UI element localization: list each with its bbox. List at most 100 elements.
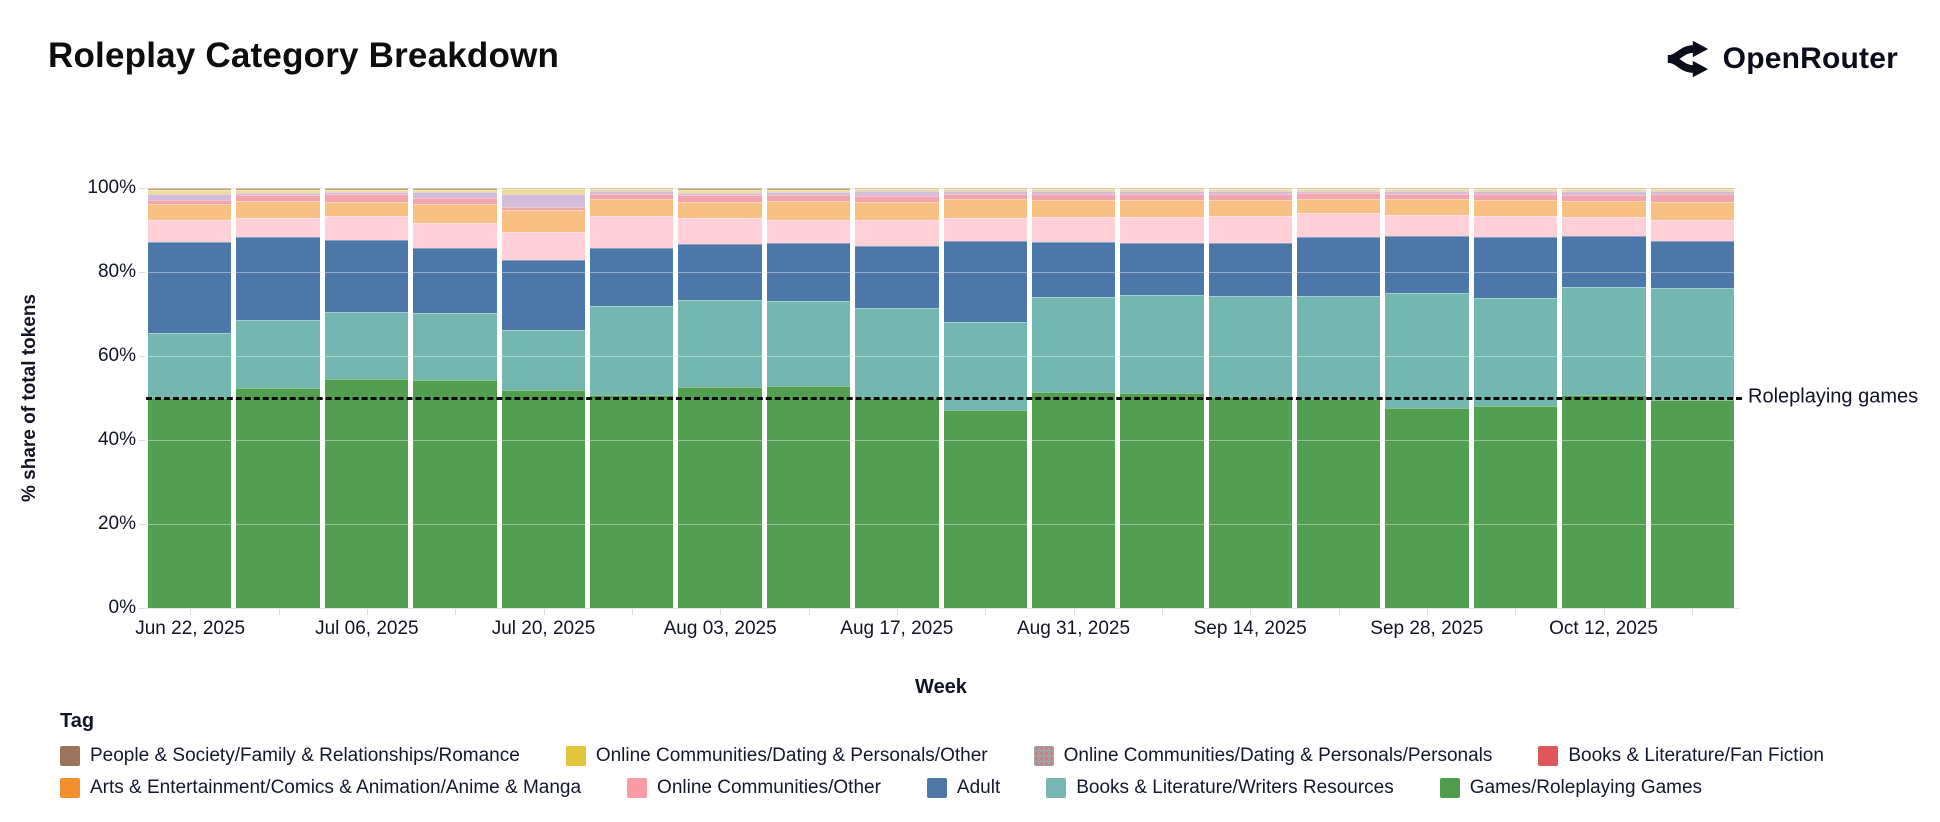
bar-segment-writers[interactable] [943,321,1027,411]
stacked-bar-week-6[interactable] [589,188,674,608]
bar-segment-romance[interactable] [1208,188,1293,190]
legend-item-adult[interactable]: Adult [926,777,1000,799]
bar-segment-writers[interactable] [501,329,585,391]
bar-segment-personals[interactable] [1031,191,1116,194]
bar-segment-anime[interactable] [589,199,674,217]
bar-segment-adult[interactable] [1031,241,1116,297]
bar-segment-adult[interactable] [766,242,851,301]
bar-segment-dating_other[interactable] [943,189,1027,191]
bar-segment-romance[interactable] [1650,188,1735,190]
bar-segment-dating_other[interactable] [501,189,585,194]
bar-segment-writers[interactable] [678,300,762,388]
bar-segment-writers[interactable] [148,333,232,398]
bar-segment-oc_other[interactable] [1208,216,1293,244]
legend-item-dating_other[interactable]: Online Communities/Dating & Personals/Ot… [565,745,988,767]
legend-item-fanfic[interactable]: Books & Literature/Fan Fiction [1538,745,1824,767]
bar-segment-romance[interactable] [1385,188,1469,190]
bar-segment-fanfic[interactable] [1297,193,1381,199]
bar-segment-games[interactable] [1208,397,1293,608]
stacked-bar-week-3[interactable] [324,188,409,608]
bar-segment-fanfic[interactable] [678,195,762,203]
bar-segment-anime[interactable] [943,199,1027,218]
legend-item-writers[interactable]: Books & Literature/Writers Resources [1046,777,1394,799]
legend-item-romance[interactable]: People & Society/Family & Relationships/… [60,745,520,767]
bar-segment-writers[interactable] [1473,297,1558,406]
bar-segment-romance[interactable] [855,188,939,190]
bar-segment-games[interactable] [1297,399,1381,608]
bar-segment-oc_other[interactable] [1385,214,1469,236]
bar-segment-personals[interactable] [943,191,1027,194]
bar-segment-romance[interactable] [148,188,232,191]
stacked-bar-week-10[interactable] [943,188,1027,608]
bar-segment-dating_other[interactable] [1120,189,1204,192]
bar-segment-fanfic[interactable] [943,193,1027,200]
bar-segment-oc_other[interactable] [148,219,232,242]
bar-segment-dating_other[interactable] [1385,189,1469,191]
bar-segment-adult[interactable] [1297,237,1381,296]
bar-segment-anime[interactable] [413,204,497,224]
bar-segment-oc_other[interactable] [1562,217,1646,236]
bar-segment-anime[interactable] [148,204,232,220]
bar-segment-fanfic[interactable] [1473,193,1558,200]
bar-segment-anime[interactable] [501,210,585,233]
bar-segment-writers[interactable] [855,307,939,398]
stacked-bar-week-7[interactable] [678,188,762,608]
bar-segment-romance[interactable] [1120,188,1204,190]
bar-segment-romance[interactable] [1297,188,1381,190]
bar-segment-anime[interactable] [1473,199,1558,217]
bar-segment-writers[interactable] [1208,295,1293,398]
bar-segment-anime[interactable] [236,201,320,218]
bar-segment-fanfic[interactable] [1385,193,1469,199]
bar-segment-dating_other[interactable] [324,189,409,193]
stacked-bar-week-17[interactable] [1562,188,1646,608]
bar-segment-adult[interactable] [1208,243,1293,296]
bar-segment-personals[interactable] [501,193,585,207]
bar-segment-games[interactable] [1120,393,1204,608]
stacked-bar-week-1[interactable] [148,188,232,608]
bar-segment-games[interactable] [1031,391,1116,608]
bar-segment-personals[interactable] [589,190,674,194]
bar-segment-adult[interactable] [148,241,232,334]
bar-segment-anime[interactable] [678,202,762,219]
bar-segment-oc_other[interactable] [324,216,409,241]
bar-segment-anime[interactable] [1562,200,1646,217]
stacked-bar-week-15[interactable] [1385,188,1469,608]
bar-segment-fanfic[interactable] [1120,193,1204,201]
bar-segment-personals[interactable] [148,193,232,201]
bar-segment-adult[interactable] [501,259,585,330]
bar-segment-dating_other[interactable] [148,190,232,194]
bar-segment-dating_other[interactable] [678,189,762,193]
bar-segment-anime[interactable] [855,202,939,220]
bar-segment-dating_other[interactable] [766,189,851,193]
bar-segment-dating_other[interactable] [413,189,497,193]
stacked-bar-week-18[interactable] [1650,188,1735,608]
bar-segment-personals[interactable] [1562,190,1646,195]
bar-segment-personals[interactable] [1297,190,1381,194]
stacked-bar-week-2[interactable] [236,188,320,608]
bar-segment-oc_other[interactable] [413,223,497,249]
bar-segment-adult[interactable] [1650,240,1735,289]
bar-segment-writers[interactable] [1650,288,1735,401]
bar-segment-anime[interactable] [1385,198,1469,215]
bar-segment-games[interactable] [855,398,939,608]
bar-segment-dating_other[interactable] [1562,189,1646,191]
bar-segment-fanfic[interactable] [1208,193,1293,200]
bar-segment-writers[interactable] [1385,293,1469,409]
bar-segment-fanfic[interactable] [148,200,232,205]
bar-segment-adult[interactable] [943,240,1027,322]
bar-segment-personals[interactable] [1120,191,1204,194]
bar-segment-personals[interactable] [236,192,320,195]
bar-segment-oc_other[interactable] [678,218,762,244]
stacked-bar-week-9[interactable] [855,188,939,608]
stacked-bar-week-13[interactable] [1208,188,1293,608]
bar-segment-dating_other[interactable] [589,189,674,191]
bar-segment-games[interactable] [943,410,1027,608]
bar-segment-anime[interactable] [1031,200,1116,218]
bar-segment-adult[interactable] [589,248,674,307]
bar-segment-personals[interactable] [1208,191,1293,194]
bar-segment-dating_other[interactable] [1473,189,1558,192]
stacked-bar-week-5[interactable] [501,188,585,608]
bar-segment-oc_other[interactable] [236,217,320,238]
bar-segment-anime[interactable] [1297,198,1381,214]
bar-segment-games[interactable] [678,387,762,608]
